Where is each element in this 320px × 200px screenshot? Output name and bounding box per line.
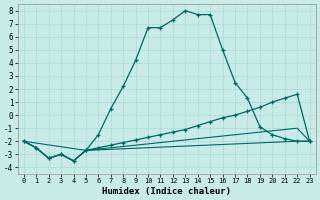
X-axis label: Humidex (Indice chaleur): Humidex (Indice chaleur) (102, 187, 231, 196)
